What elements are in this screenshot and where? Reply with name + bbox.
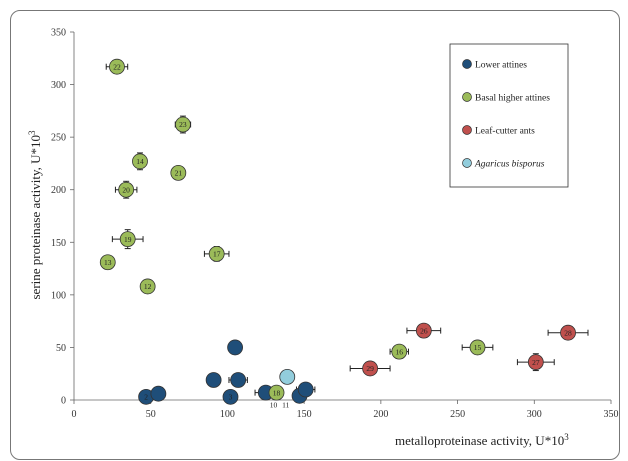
point-label: 22 <box>113 62 121 71</box>
data-point <box>362 360 379 377</box>
data-point <box>415 322 432 339</box>
legend-entry: Leaf-cutter ants <box>475 125 535 136</box>
x-tick-label: 200 <box>373 409 388 420</box>
point-label: 16 <box>396 347 404 356</box>
data-point <box>139 278 156 295</box>
point-label: 19 <box>124 235 132 244</box>
data-point <box>109 58 125 75</box>
data-point <box>119 231 136 248</box>
y-axis-title: serine proteinase activity, U*103 <box>27 130 43 300</box>
legend-entry: Agaricus bisporus <box>474 159 545 169</box>
y-tick-label: 200 <box>51 185 66 196</box>
point-label: 14 <box>136 157 144 166</box>
data-point <box>208 245 225 262</box>
x-tick-label: 50 <box>146 409 156 420</box>
data-point <box>268 384 285 401</box>
y-tick-label: 50 <box>56 343 66 354</box>
legend-marker <box>462 125 472 135</box>
annotations: 10 11 <box>270 400 290 409</box>
data-point <box>230 372 247 388</box>
point-label: 29 <box>366 364 374 373</box>
x-axis-title: metalloproteinase activity, U*103 <box>395 432 569 448</box>
y-tick-label: 0 <box>61 396 66 407</box>
data-point <box>560 324 576 341</box>
data-point <box>222 388 239 405</box>
data-point <box>391 343 408 360</box>
data-point <box>132 153 148 170</box>
point-label: 28 <box>564 328 572 337</box>
point-label: 23 <box>179 120 187 129</box>
point-label: 26 <box>420 326 428 335</box>
y-tick-label: 350 <box>51 28 66 39</box>
data-point <box>279 368 296 385</box>
legend-entry: Basal higher attines <box>475 93 550 103</box>
x-tick-label: 250 <box>450 409 465 420</box>
point-label: 18 <box>273 388 281 397</box>
point-label: 20 <box>122 185 130 194</box>
data-point <box>175 116 191 133</box>
x-axis-title-text: metalloproteinase activity, U*10 <box>395 433 564 448</box>
point-label: 17 <box>213 250 221 259</box>
tick-labels: 0 50 100 150 200 250 300 350 0 50 100 150 200 250 300 3… <box>51 28 619 421</box>
point-label: 3 <box>229 393 233 402</box>
annotation-label: 11 <box>282 400 289 409</box>
data-point <box>297 381 314 398</box>
point-label: 2 <box>144 393 148 402</box>
y-tick-label: 250 <box>51 133 66 144</box>
legend-entry: Lower attines <box>475 60 527 70</box>
y-tick-label: 300 <box>51 80 66 91</box>
point-label: 21 <box>175 169 183 178</box>
point-label: 13 <box>104 258 112 267</box>
x-axis-title-sup: 3 <box>564 432 569 442</box>
data-point <box>469 339 486 356</box>
data-point <box>150 385 167 402</box>
point-label: 12 <box>144 282 152 291</box>
legend-marker <box>462 158 472 168</box>
y-tick-label: 150 <box>51 238 66 249</box>
legend-marker <box>462 59 472 69</box>
annotation-label: 10 <box>270 400 278 409</box>
point-label: 27 <box>532 358 540 367</box>
y-tick-label: 100 <box>51 290 66 301</box>
x-tick-label: 150 <box>297 409 312 420</box>
x-tick-label: 350 <box>604 409 619 420</box>
x-tick-label: 0 <box>72 409 77 420</box>
y-axis-title-sup: 3 <box>27 130 37 135</box>
data-point <box>118 181 135 198</box>
data-point <box>205 372 222 388</box>
data-point <box>99 254 116 271</box>
y-axis-title-text: serine proteinase activity, U*10 <box>28 135 43 300</box>
x-tick-label: 300 <box>527 409 542 420</box>
data-point <box>527 354 544 371</box>
data-point <box>227 339 244 356</box>
point-label: 15 <box>474 343 482 352</box>
legend-marker <box>462 92 472 102</box>
axes <box>70 31 612 404</box>
data-point <box>170 164 187 181</box>
legend: Lower attines Basal higher attines Leaf-cu… <box>449 43 569 188</box>
x-tick-label: 100 <box>220 409 235 420</box>
